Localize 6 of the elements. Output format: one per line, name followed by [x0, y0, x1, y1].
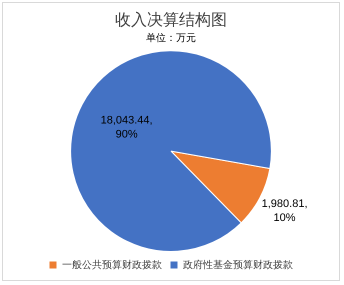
data-label: 1,980.81, 10%	[262, 198, 308, 224]
legend-label: 一般公共预算财政拨款	[62, 258, 162, 271]
chart-title: 收入决算结构图	[115, 11, 227, 30]
legend-label: 政府性基金预算财政拨款	[183, 258, 293, 271]
data-label: 18,043.44, 90%	[100, 114, 153, 141]
chart-subtitle: 单位：万元	[146, 32, 196, 44]
